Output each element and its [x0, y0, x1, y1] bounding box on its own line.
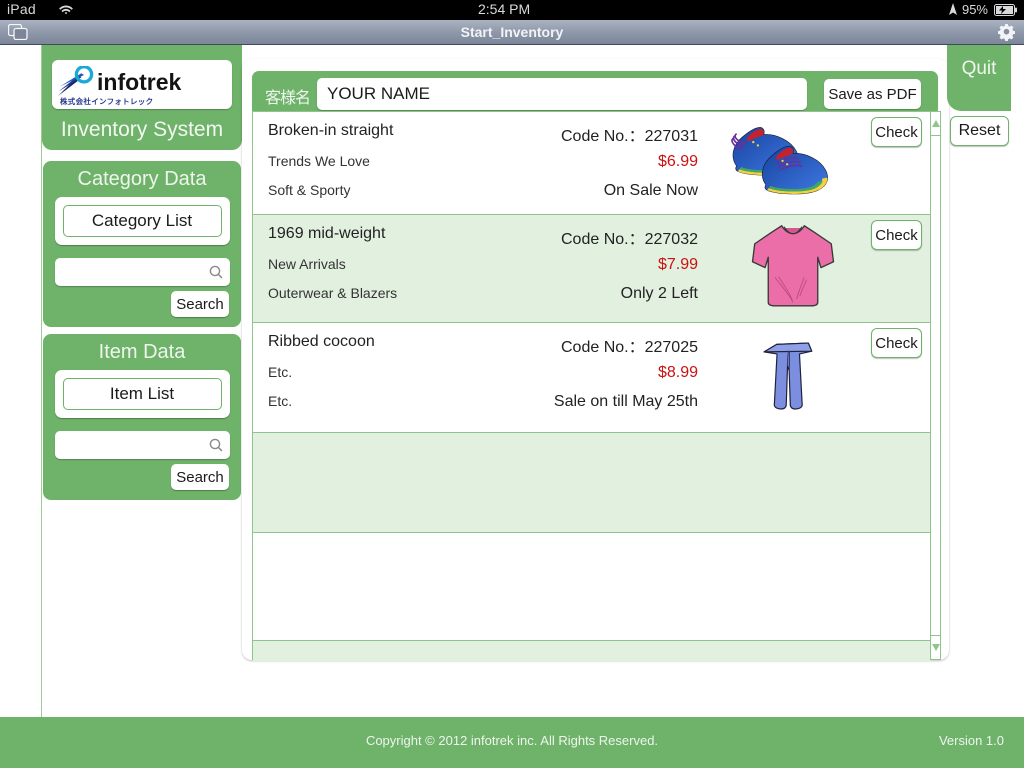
svg-text:infotrek: infotrek	[97, 69, 182, 95]
